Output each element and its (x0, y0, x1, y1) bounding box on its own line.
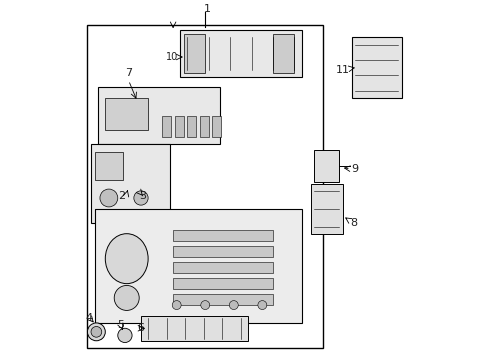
Text: 3: 3 (139, 191, 146, 201)
Bar (105, 98, 148, 130)
Ellipse shape (87, 323, 105, 341)
Text: 4: 4 (85, 312, 92, 323)
Text: 10: 10 (166, 52, 178, 62)
Text: 8: 8 (349, 218, 356, 228)
Ellipse shape (257, 301, 266, 310)
Bar (173, 262, 272, 273)
Ellipse shape (229, 301, 238, 310)
Text: 7: 7 (124, 68, 132, 78)
Bar (98, 87, 219, 144)
Ellipse shape (100, 189, 118, 207)
Bar (173, 230, 272, 241)
Ellipse shape (91, 327, 102, 337)
Bar (313, 150, 338, 182)
Bar (142, 209, 150, 219)
Bar (126, 209, 134, 219)
Bar (175, 116, 183, 137)
Bar (173, 246, 272, 257)
Bar (351, 37, 401, 98)
Text: 1: 1 (203, 4, 210, 14)
Bar (200, 116, 208, 137)
Ellipse shape (134, 191, 148, 205)
Bar (180, 30, 301, 77)
Text: 6: 6 (137, 323, 144, 333)
Text: 2: 2 (118, 191, 124, 201)
Bar (173, 278, 272, 289)
Ellipse shape (172, 301, 181, 310)
Bar (183, 34, 205, 73)
Ellipse shape (105, 234, 148, 284)
Text: 11: 11 (335, 64, 349, 75)
Bar (173, 294, 272, 305)
Bar (310, 184, 342, 234)
Bar (141, 316, 247, 341)
Bar (272, 34, 294, 73)
Bar (94, 152, 123, 180)
Ellipse shape (201, 301, 209, 310)
Text: 5: 5 (117, 320, 124, 330)
Bar (87, 25, 323, 348)
Ellipse shape (118, 328, 132, 343)
Ellipse shape (114, 285, 139, 310)
Bar (91, 144, 169, 223)
Bar (110, 209, 118, 219)
Bar (187, 116, 196, 137)
Text: 9: 9 (351, 165, 358, 175)
Bar (94, 209, 301, 323)
Bar (94, 209, 102, 219)
Bar (159, 209, 165, 219)
Bar (212, 116, 221, 137)
Bar (162, 116, 171, 137)
